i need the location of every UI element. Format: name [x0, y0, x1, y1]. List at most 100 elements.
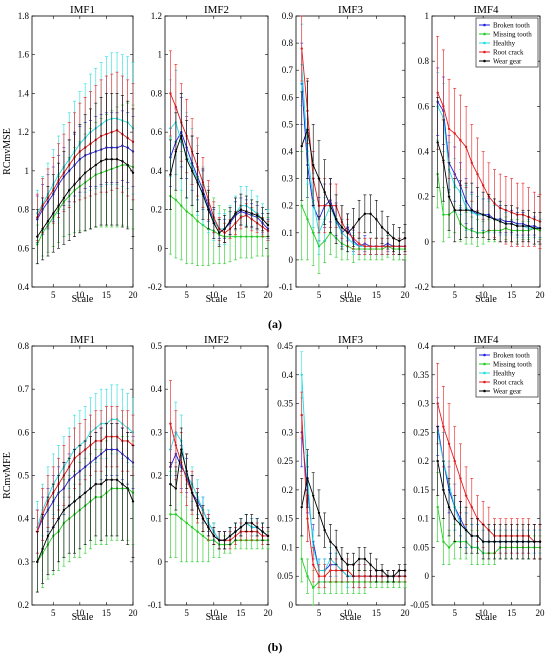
data-point: [190, 491, 194, 494]
data-point: [255, 526, 259, 529]
y-axis-label: RCmvMFE: [2, 452, 13, 499]
y-tick-label: 0: [158, 557, 163, 567]
data-point: [510, 540, 513, 543]
data-point: [223, 539, 226, 542]
data-point: [234, 235, 237, 238]
data-point: [105, 158, 108, 161]
data-point: [223, 227, 226, 231]
data-point: [357, 218, 361, 221]
x-tick-label: 15: [102, 290, 112, 300]
legend-marker: [483, 380, 486, 384]
y-tick-label: 0.5: [282, 119, 294, 129]
data-point: [538, 540, 542, 543]
y-tick-label: 1: [425, 11, 430, 21]
data-point: [169, 422, 172, 425]
x-axis-label: Scale: [72, 294, 94, 305]
x-axis-label: Scale: [206, 612, 228, 623]
data-point: [185, 469, 188, 473]
subplot-a-imf2: IMF2 Scale 5 10 15 20 -0.2 0 0.2 0.4 0.6 0.8 1 1.2: [148, 4, 273, 305]
y-tick-label: -0.1: [148, 600, 162, 610]
data-point: [180, 134, 183, 138]
data-point: [334, 569, 338, 572]
x-tick-label: 10: [75, 290, 85, 300]
x-tick-label: 20: [264, 290, 274, 300]
data-point: [201, 517, 205, 520]
data-point: [52, 212, 55, 215]
data-point: [180, 517, 183, 520]
data-point: [46, 534, 50, 538]
y-tick-label: 0.15: [413, 485, 429, 495]
data-point: [174, 150, 178, 153]
data-point: [380, 569, 384, 572]
data-point: [250, 212, 253, 215]
data-point: [470, 209, 473, 212]
data-point: [459, 477, 462, 480]
data-point: [481, 184, 485, 187]
data-point: [516, 224, 519, 228]
data-point: [185, 210, 188, 213]
y-tick-label: 0.2: [282, 485, 293, 495]
y-tick-label: 0.2: [151, 205, 162, 215]
data-point: [121, 159, 124, 163]
y-tick-label: 0.3: [151, 427, 163, 437]
data-point: [363, 245, 367, 248]
x-tick-label: 20: [536, 290, 546, 300]
data-point: [481, 540, 485, 543]
y-tick-label: 0.9: [282, 11, 294, 21]
series-wear-gear: [436, 426, 542, 560]
data-point: [346, 231, 349, 234]
data-point: [459, 209, 462, 212]
data-point: [261, 530, 264, 533]
data-point: [110, 158, 113, 161]
series-wear-gear: [35, 93, 135, 265]
y-tick-label: 1.2: [18, 127, 29, 137]
data-point: [447, 442, 451, 446]
y-tick-label: 0.6: [282, 92, 294, 102]
x-tick-label: 5: [51, 608, 56, 618]
subplot-b-imf1: IMF1 Scale RCmvMFE 5 10 15 20 0.2 0.3 0.4 0.5 0.6 0.…: [2, 334, 138, 623]
data-point: [228, 534, 232, 538]
data-point: [527, 224, 530, 228]
subplot-a-imf4: IMF4 Scale 5 10 15 20 -0.2 0 0.2 0.4 0.6 0.8 1 Broken…: [415, 4, 545, 305]
data-point: [453, 132, 456, 135]
data-point: [83, 491, 87, 494]
data-point: [57, 204, 60, 207]
data-point: [533, 540, 536, 543]
data-point: [190, 214, 194, 217]
data-point: [190, 169, 194, 173]
data-point: [464, 528, 468, 532]
data-point: [228, 219, 232, 223]
panel-label: (b): [268, 640, 283, 654]
data-point: [380, 245, 384, 248]
y-tick-label: 0.8: [418, 56, 430, 66]
y-tick-label: 0.2: [418, 192, 429, 202]
y-tick-label: 0.8: [282, 38, 294, 48]
y-tick-label: 0: [425, 571, 430, 581]
data-point: [300, 505, 303, 509]
data-point: [442, 488, 445, 492]
data-point: [121, 482, 124, 486]
legend-marker: [483, 41, 486, 45]
data-point: [499, 540, 502, 543]
data-point: [105, 478, 108, 482]
data-point: [453, 459, 456, 463]
data-point: [442, 540, 445, 543]
data-point: [57, 517, 60, 520]
x-tick-label: 5: [452, 608, 457, 618]
data-point: [68, 189, 71, 192]
data-point: [481, 213, 485, 216]
data-point: [180, 448, 183, 451]
data-point: [207, 208, 210, 211]
data-point: [261, 218, 264, 221]
x-axis-label: Scale: [475, 612, 497, 623]
y-tick-label: 0.4: [151, 384, 163, 394]
data-point: [306, 218, 309, 221]
legend-marker: [483, 389, 486, 393]
y-tick-label: 1.6: [18, 50, 30, 60]
data-point: [398, 569, 401, 572]
y-tick-label: 0.6: [18, 243, 30, 253]
x-tick-label: 20: [129, 608, 139, 618]
y-tick-label: 0.25: [277, 456, 293, 466]
data-point: [436, 402, 439, 405]
subplot-b-imf4: IMF4 Scale 5 10 15 20 -0.05 0 0.05 0.1 0.15 0.2 0.25…: [410, 334, 545, 623]
